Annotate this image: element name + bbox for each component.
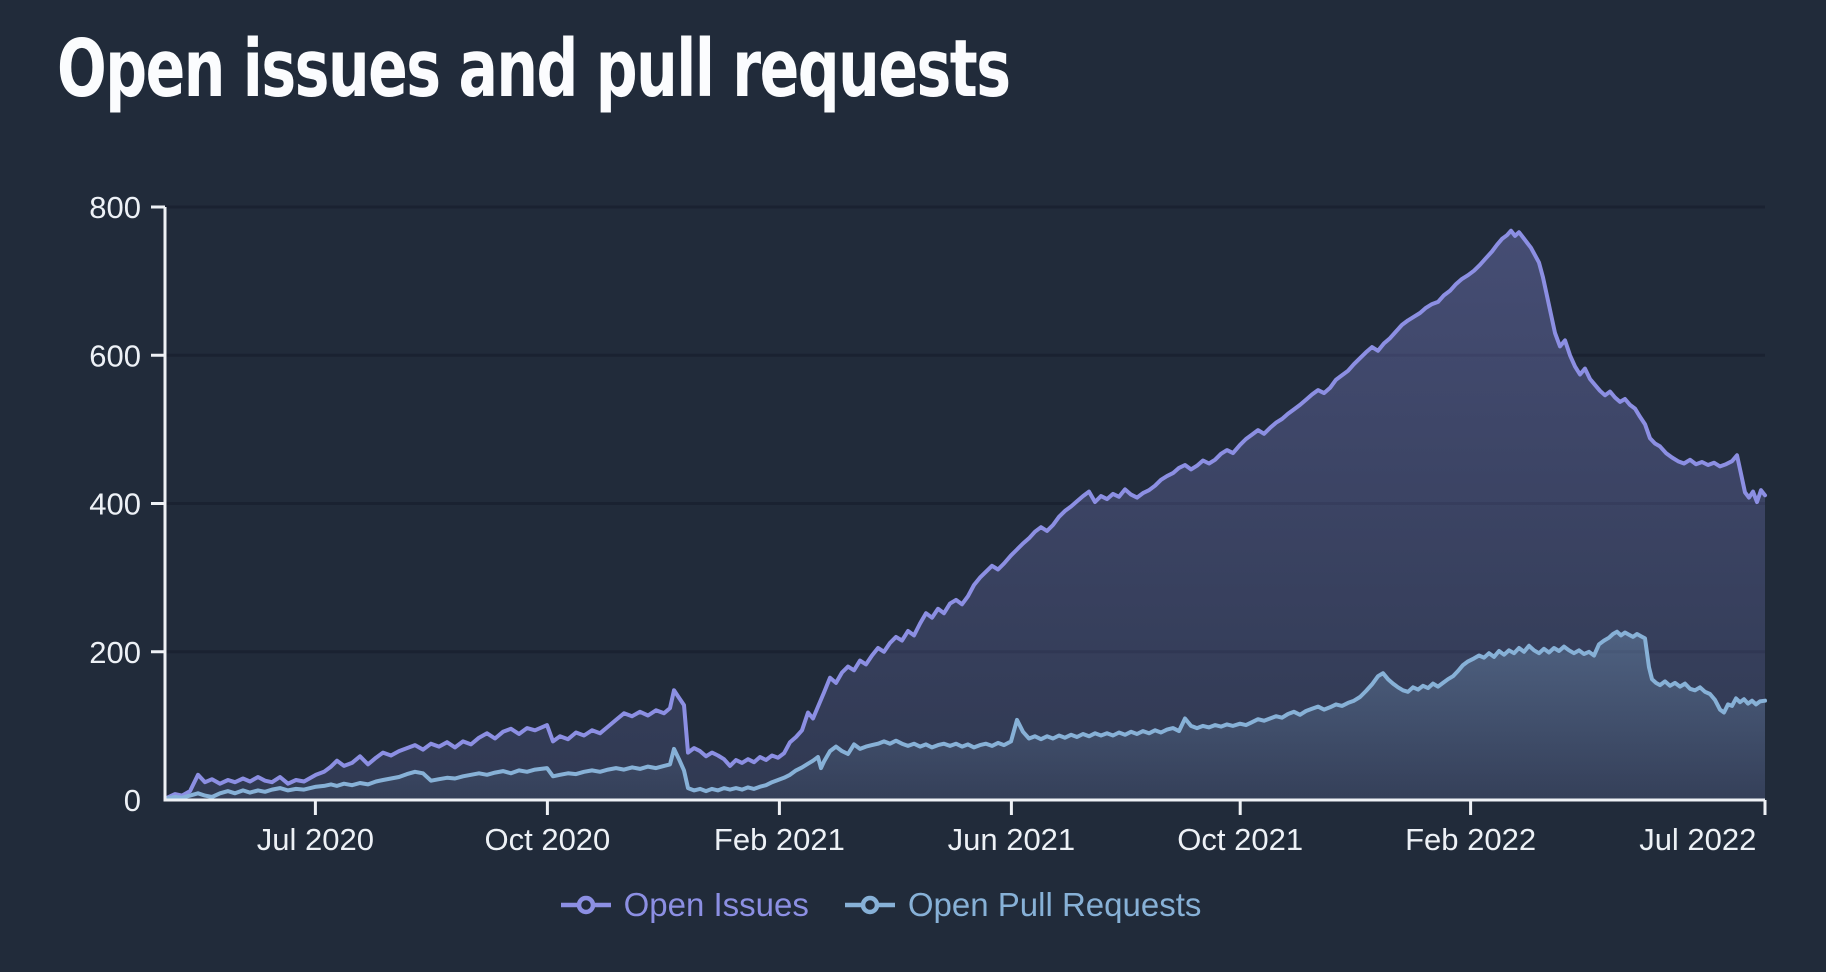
y-tick-label: 200 xyxy=(89,635,141,670)
line-marker-icon xyxy=(844,895,895,915)
series-areas xyxy=(167,230,1765,800)
series-area-open-issues xyxy=(167,230,1765,800)
x-tick-label: Jul 2020 xyxy=(257,822,374,857)
y-tick-label: 400 xyxy=(89,487,141,522)
x-tick-label: Jun 2021 xyxy=(948,822,1076,857)
legend-item-open-pull-requests[interactable]: Open Pull Requests xyxy=(843,886,1202,924)
legend-label-open-pull-requests: Open Pull Requests xyxy=(907,886,1202,923)
x-tick-label: Oct 2020 xyxy=(484,822,610,857)
legend-item-open-issues[interactable]: Open Issues xyxy=(559,886,809,924)
x-tick-label: Jul 2022 xyxy=(1639,822,1756,857)
axis-labels: 0 200 400 600 800 Jul 2020 Oct 2020 Feb 2021 Jun… xyxy=(89,190,1756,857)
series-line-open-pull-requests[interactable] xyxy=(165,629,1767,801)
x-tick-label: Feb 2022 xyxy=(1405,822,1536,857)
y-tick-label: 600 xyxy=(89,338,141,373)
y-tick-label: 0 xyxy=(124,783,141,818)
series-area-open-pull-requests xyxy=(167,631,1765,800)
axes xyxy=(151,205,1767,815)
series-line-open-issues[interactable] xyxy=(165,228,1767,800)
x-tick-label: Feb 2021 xyxy=(714,822,845,857)
series-lines xyxy=(165,228,1767,801)
legend-label-open-issues: Open Issues xyxy=(623,886,809,923)
chart-legend: Open Issues Open Pull Requests xyxy=(0,886,1760,924)
y-tick-label: 800 xyxy=(89,190,141,225)
page-title: Open issues and pull requests xyxy=(57,23,1011,115)
x-tick-label: Oct 2021 xyxy=(1177,822,1303,857)
line-marker-icon xyxy=(560,895,611,915)
